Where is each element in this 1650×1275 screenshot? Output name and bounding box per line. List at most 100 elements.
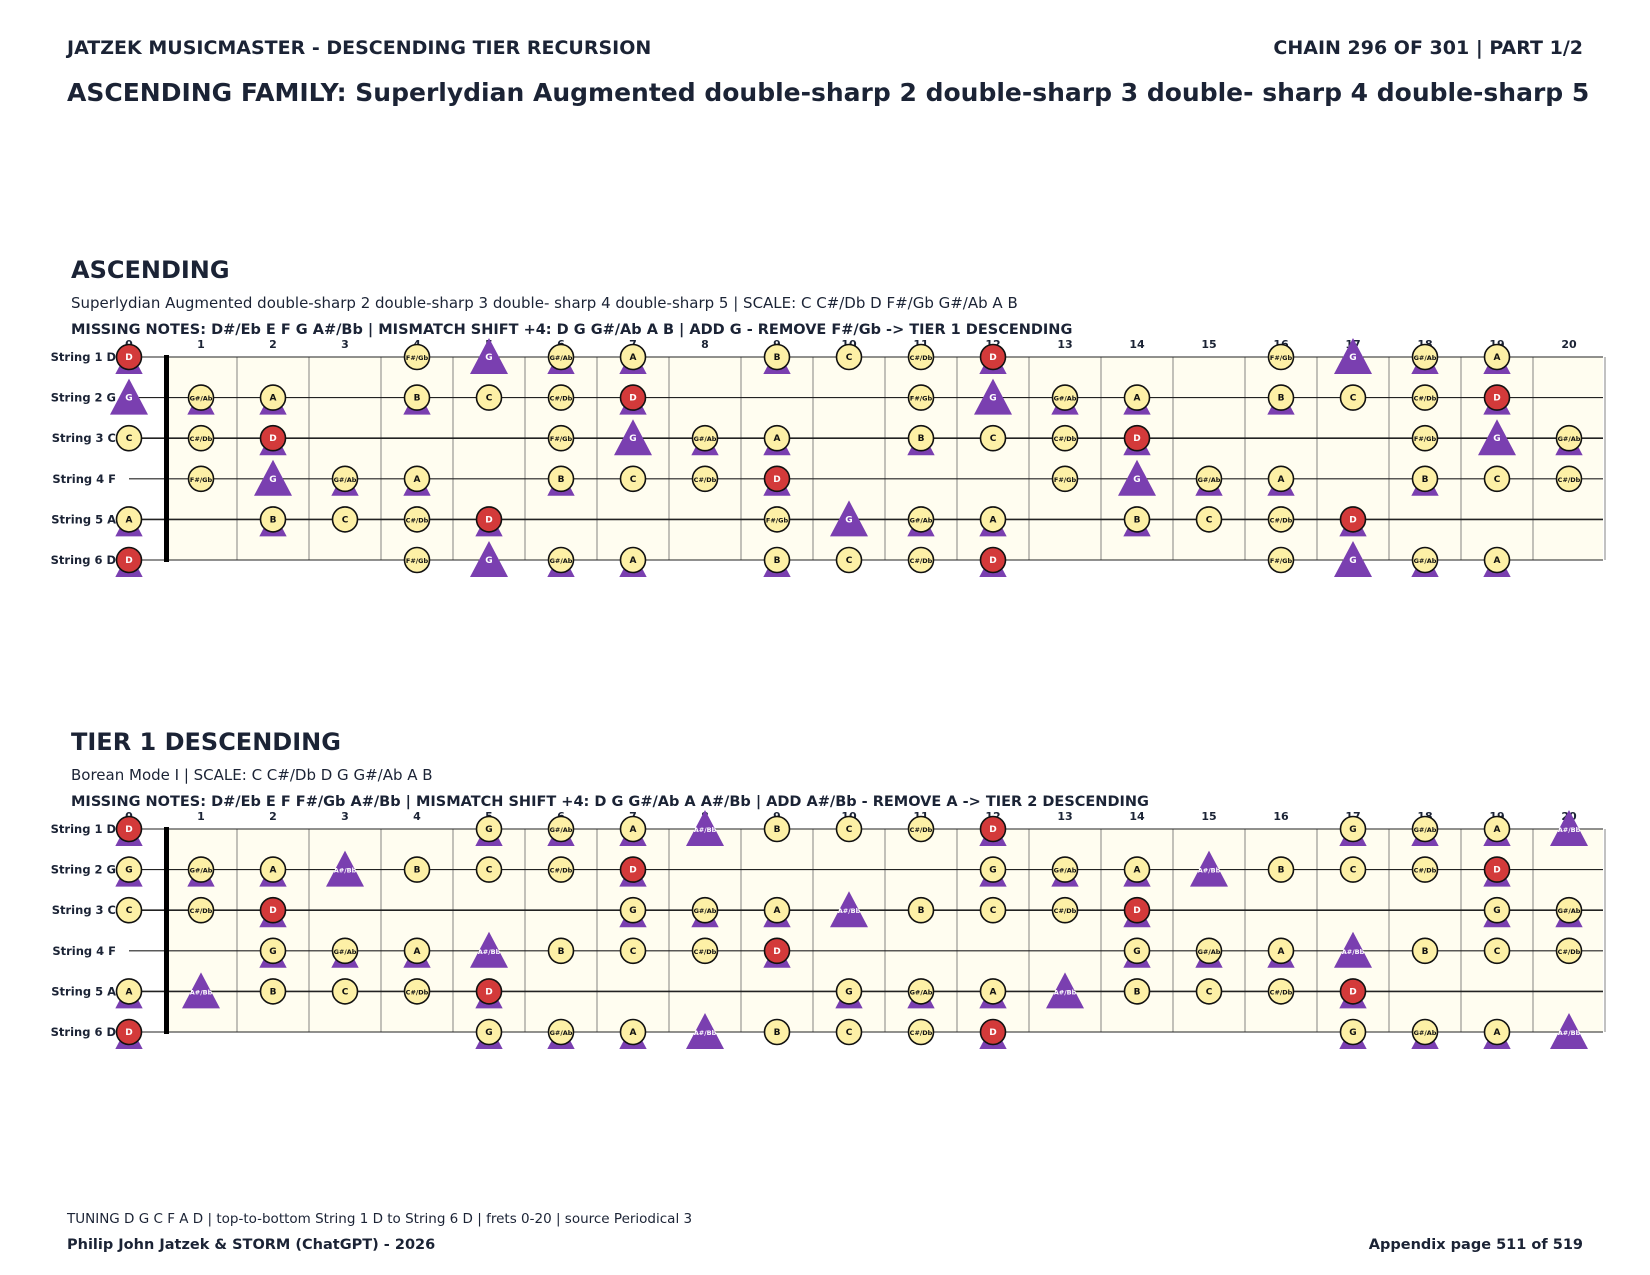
note-label: G bbox=[1349, 556, 1356, 566]
note-marker: B bbox=[547, 465, 575, 496]
note-marker: A bbox=[979, 506, 1007, 537]
scale-note-circle bbox=[115, 424, 143, 452]
note-label: B bbox=[774, 556, 781, 566]
note-marker: D bbox=[259, 424, 287, 456]
note-label: B bbox=[774, 825, 781, 835]
note-marker: D bbox=[1483, 856, 1511, 887]
fret-number: 2 bbox=[269, 338, 277, 351]
mismatch-triangle bbox=[974, 378, 1012, 415]
note-marker: G#/Ab bbox=[187, 384, 215, 415]
scale-note-circle bbox=[331, 978, 359, 1005]
note-label: C#/Db bbox=[550, 867, 573, 875]
note-label: C bbox=[126, 906, 133, 916]
note-marker: G bbox=[1334, 338, 1372, 374]
scale-note-circle bbox=[1483, 815, 1511, 843]
note-marker: G#/Ab bbox=[1051, 384, 1079, 415]
scale-note-circle bbox=[259, 506, 287, 533]
note-marker: B bbox=[547, 937, 575, 965]
mismatch-triangle bbox=[1478, 419, 1516, 456]
note-label: G#/Ab bbox=[190, 395, 213, 403]
scale-note-circle bbox=[979, 896, 1007, 924]
note-marker: A#/Bb bbox=[830, 891, 868, 928]
note-label: F#/Gb bbox=[1054, 476, 1077, 484]
note-marker: D bbox=[115, 1018, 143, 1049]
note-label: A bbox=[990, 987, 997, 997]
note-label: A#/Bb bbox=[838, 907, 861, 915]
note-label: G#/Ab bbox=[550, 557, 573, 565]
note-marker: G bbox=[1339, 815, 1367, 846]
note-marker: F#/Gb bbox=[1267, 546, 1295, 574]
note-marker: D bbox=[619, 856, 647, 887]
note-label: D bbox=[485, 987, 492, 997]
scale-note-circle bbox=[1339, 856, 1367, 883]
scale-note-circle bbox=[1555, 896, 1583, 924]
root-note-circle bbox=[115, 546, 143, 574]
scale-note-circle bbox=[619, 896, 647, 924]
scale-note-circle bbox=[1483, 896, 1511, 924]
header-title: JATZEK MUSICMASTER - DESCENDING TIER REC… bbox=[67, 37, 652, 59]
note-marker: D bbox=[1483, 384, 1511, 415]
mismatch-triangle bbox=[830, 500, 868, 537]
note-label: B bbox=[414, 394, 421, 404]
scale-note-circle bbox=[1411, 1018, 1439, 1046]
note-marker: A bbox=[619, 546, 647, 577]
scale-note-circle bbox=[403, 506, 431, 533]
note-label: G#/Ab bbox=[190, 867, 213, 875]
scale-note-circle bbox=[907, 546, 935, 574]
fret-number: 16 bbox=[1273, 810, 1289, 823]
note-label: G bbox=[1133, 947, 1140, 957]
note-label: C bbox=[342, 987, 349, 997]
note-label: A#/Bb bbox=[1558, 826, 1581, 834]
note-marker: A#/Bb bbox=[182, 972, 220, 1009]
note-label: C bbox=[846, 353, 853, 363]
note-marker: F#/Gb bbox=[403, 546, 431, 574]
note-marker: G bbox=[1118, 459, 1156, 496]
scale-note-circle bbox=[1267, 937, 1295, 965]
scale-note-circle bbox=[691, 937, 719, 965]
mismatch-triangle bbox=[470, 931, 508, 968]
note-marker: F#/Gb bbox=[187, 465, 215, 493]
note-marker: B bbox=[1411, 465, 1439, 496]
scale-note-circle bbox=[619, 937, 647, 965]
note-marker: D bbox=[1123, 896, 1151, 928]
mismatch-triangle bbox=[1550, 810, 1588, 846]
note-label: C bbox=[630, 475, 637, 485]
note-label: A bbox=[630, 1028, 637, 1038]
note-label: C#/Db bbox=[550, 395, 573, 403]
note-marker: A bbox=[763, 424, 791, 456]
footer-page-number: Appendix page 511 of 519 bbox=[1368, 1237, 1583, 1253]
scale-note-circle bbox=[331, 937, 359, 965]
scale-note-circle bbox=[331, 506, 359, 533]
scale-note-circle bbox=[907, 506, 935, 533]
note-marker: F#/Gb bbox=[547, 424, 575, 452]
note-marker: D bbox=[115, 546, 143, 577]
scale-note-circle bbox=[547, 343, 575, 371]
note-marker: B bbox=[403, 856, 431, 883]
note-label: G#/Ab bbox=[334, 476, 357, 484]
note-marker: F#/Gb bbox=[907, 384, 935, 411]
note-marker: G#/Ab bbox=[331, 465, 359, 496]
note-marker: A#/Bb bbox=[686, 810, 724, 846]
scale-note-circle bbox=[763, 343, 791, 371]
family-title: ASCENDING FAMILY: Superlydian Augmented … bbox=[67, 78, 1590, 107]
note-label: C#/Db bbox=[406, 516, 429, 524]
scale-note-circle bbox=[1483, 937, 1511, 965]
note-marker: G#/Ab bbox=[1195, 937, 1223, 968]
note-marker: B bbox=[1123, 978, 1151, 1005]
scale-note-circle bbox=[1267, 465, 1295, 493]
section-title-ascending: ASCENDING bbox=[71, 256, 230, 284]
mismatch-triangle bbox=[1046, 972, 1084, 1009]
scale-note-circle bbox=[187, 384, 215, 411]
note-marker: A bbox=[1123, 384, 1151, 415]
mismatch-triangle bbox=[686, 810, 724, 846]
scale-note-circle bbox=[1267, 343, 1295, 371]
note-label: B bbox=[558, 475, 565, 485]
note-label: D bbox=[629, 394, 636, 404]
scale-note-circle bbox=[1195, 465, 1223, 493]
note-marker: G#/Ab bbox=[1195, 465, 1223, 496]
fret-number: 4 bbox=[413, 810, 421, 823]
note-label: C#/Db bbox=[406, 988, 429, 996]
string-label: String 3 C bbox=[52, 431, 116, 445]
scale-note-circle bbox=[1411, 815, 1439, 843]
root-note-circle bbox=[115, 343, 143, 371]
